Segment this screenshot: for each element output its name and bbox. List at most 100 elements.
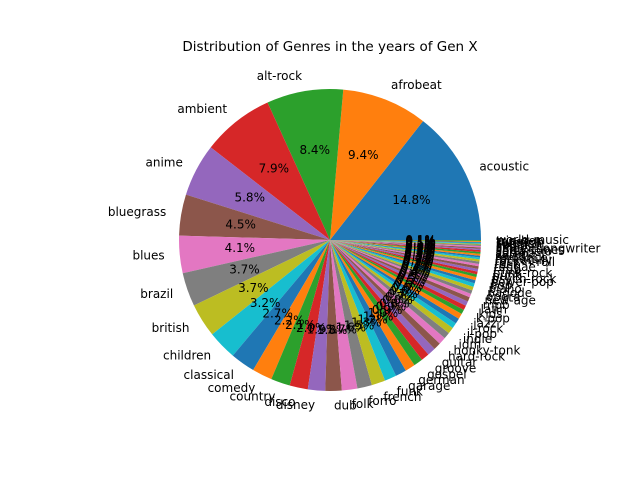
slice-percent-british: 3.7% bbox=[238, 281, 269, 295]
slice-percent-dub: 1.8% bbox=[317, 323, 348, 337]
slice-label-power-pop: power-pop bbox=[491, 275, 554, 289]
slice-label-folk: folk bbox=[352, 397, 374, 411]
slice-percent-romance: 0.2% bbox=[405, 242, 436, 256]
pie-slice-salsa bbox=[330, 240, 481, 256]
pie-slice-brazil bbox=[182, 240, 330, 306]
pie-slice-r-n-b bbox=[330, 240, 479, 269]
pie-slice-new-age bbox=[330, 240, 472, 298]
slice-label-latin: latin bbox=[481, 303, 507, 317]
slice-percent-comedy: 2.2% bbox=[274, 313, 305, 327]
slice-percent-jazz: 0.6% bbox=[393, 278, 424, 292]
pie-slice-reggae bbox=[330, 240, 480, 267]
pie-slice-j-rock bbox=[330, 240, 459, 324]
slice-label-acoustic: acoustic bbox=[479, 160, 529, 174]
pie-slice-k-pop bbox=[330, 240, 464, 314]
slice-percent-power-pop: 0.3% bbox=[402, 256, 433, 270]
slice-label-comedy: comedy bbox=[208, 381, 256, 395]
pie-slice-singer-songwriter bbox=[330, 240, 481, 249]
slice-percent-new-age: 0.4% bbox=[399, 266, 430, 280]
slice-label-romance: romance bbox=[495, 251, 548, 265]
pie-slice-samba bbox=[330, 240, 481, 254]
slice-label-sertanejo: sertanejo bbox=[496, 245, 552, 259]
pie-slice-soul bbox=[330, 240, 481, 247]
slice-percent-ska: 0.1% bbox=[405, 237, 436, 251]
slice-label-show-tunes: show-tunes bbox=[496, 243, 565, 257]
slice-percent-latin: 0.5% bbox=[397, 271, 428, 285]
slice-label-rock-n-roll: rock-n-roll bbox=[495, 255, 556, 269]
slice-label-forro: forro bbox=[368, 394, 396, 408]
slice-label-alt-rock: alt-rock bbox=[257, 69, 302, 83]
slice-label-salsa: salsa bbox=[495, 249, 526, 263]
slice-label-reggae: reggae bbox=[494, 260, 536, 274]
pie-slice-children bbox=[212, 240, 330, 356]
slice-labels-layer: acoustic afrobeat alt-rock ambient anime blue… bbox=[108, 69, 601, 413]
slice-label-hard-rock: hard-rock bbox=[448, 349, 505, 363]
slice-label-trip-hop: trip-hop bbox=[496, 234, 543, 248]
slice-percent-swedish: 0.1% bbox=[405, 234, 436, 248]
pie-slice-piano bbox=[330, 240, 475, 287]
percent-labels-layer: 14.8%9.4%8.4%7.9%5.8%4.5%4.1%3.7%3.7%3.2… bbox=[225, 143, 436, 337]
slice-label-ska: ska bbox=[496, 240, 516, 254]
slice-percent-rock-n-roll: 0.3% bbox=[405, 245, 436, 259]
pie-slice-british bbox=[193, 240, 330, 335]
slice-percent-funk: 1.3% bbox=[351, 315, 382, 329]
slice-label-soul: soul bbox=[496, 238, 521, 252]
slice-label-disco: disco bbox=[264, 395, 295, 409]
slice-percent-tango: 0.1% bbox=[405, 234, 436, 248]
slice-percent-hard-rock: 0.8% bbox=[379, 296, 410, 310]
pie-slice-classical bbox=[232, 240, 330, 370]
pie-slice-hard-rock bbox=[330, 240, 440, 349]
slice-percent-k-pop: 0.5% bbox=[394, 276, 425, 290]
pie-slice-jazz bbox=[330, 240, 462, 319]
pie-slice-folk bbox=[330, 240, 358, 391]
slice-percent-psych-rock: 0.3% bbox=[403, 254, 434, 268]
slice-percent-folk: 1.7% bbox=[327, 322, 358, 336]
slice-label-groove: groove bbox=[435, 361, 476, 375]
slice-percent-german: 1.1% bbox=[363, 309, 394, 323]
slice-percent-kids: 0.5% bbox=[396, 273, 427, 287]
slice-label-swedish: swedish bbox=[496, 236, 544, 250]
pie-slice-disco bbox=[289, 240, 330, 390]
pie-slice-funk bbox=[330, 240, 397, 381]
pie-slice-acoustic bbox=[330, 121, 481, 240]
pie-slice-gospel bbox=[330, 240, 422, 366]
slice-percent-disco: 2.0% bbox=[296, 321, 327, 335]
slice-percent-disney: 1.9% bbox=[307, 323, 338, 337]
pie-slice-trip-hop bbox=[330, 240, 481, 242]
slice-percent-groove: 0.9% bbox=[372, 303, 403, 317]
slice-label-blues: blues bbox=[132, 249, 164, 263]
slice-percent-sertanejo: 0.2% bbox=[405, 239, 436, 253]
pie-slice-opera bbox=[330, 240, 473, 294]
pie-slice-rock bbox=[330, 240, 480, 264]
slice-label-pagode: pagode bbox=[487, 286, 532, 300]
chart-title: Distribution of Genres in the years of G… bbox=[182, 39, 477, 55]
pie-slice-latin bbox=[330, 240, 468, 306]
slice-label-dub: dub bbox=[334, 399, 357, 413]
slice-percent-ambient: 7.9% bbox=[259, 161, 290, 175]
slice-label-afrobeat: afrobeat bbox=[391, 78, 442, 92]
slice-label-german: german bbox=[418, 373, 464, 387]
slice-label-spanish: spanish bbox=[496, 237, 542, 251]
slice-label-anime: anime bbox=[145, 155, 182, 169]
pie-slice-show-tunes bbox=[330, 240, 481, 251]
pie-slice-kids bbox=[330, 240, 466, 310]
pie-slice-groove bbox=[330, 240, 429, 360]
slice-percent-acoustic: 14.8% bbox=[392, 193, 430, 207]
slice-label-funk: funk bbox=[397, 385, 423, 399]
slice-percent-show-tunes: 0.1% bbox=[405, 238, 436, 252]
pie-slice-idm bbox=[330, 240, 449, 339]
slice-label-ambient: ambient bbox=[177, 102, 227, 116]
pie-slice-forro bbox=[330, 240, 372, 389]
pie-slice-psych-rock bbox=[330, 240, 478, 278]
slice-label-country: country bbox=[230, 389, 276, 403]
slice-percent-r-n-b: 0.3% bbox=[404, 249, 435, 263]
pie-slice-rock-n-roll bbox=[330, 240, 480, 262]
slice-label-psych-rock: psych-rock bbox=[491, 272, 556, 286]
slice-percent-alt-rock: 8.4% bbox=[299, 143, 330, 157]
slice-label-garage: garage bbox=[408, 379, 450, 393]
pie-slice-country bbox=[271, 240, 330, 386]
pie-slice-afrobeat bbox=[330, 89, 424, 240]
slice-label-singer-songwriter: singer-songwriter bbox=[496, 241, 601, 255]
slice-percent-garage: 1.2% bbox=[357, 312, 388, 326]
slice-percent-forro: 1.6% bbox=[336, 321, 367, 335]
